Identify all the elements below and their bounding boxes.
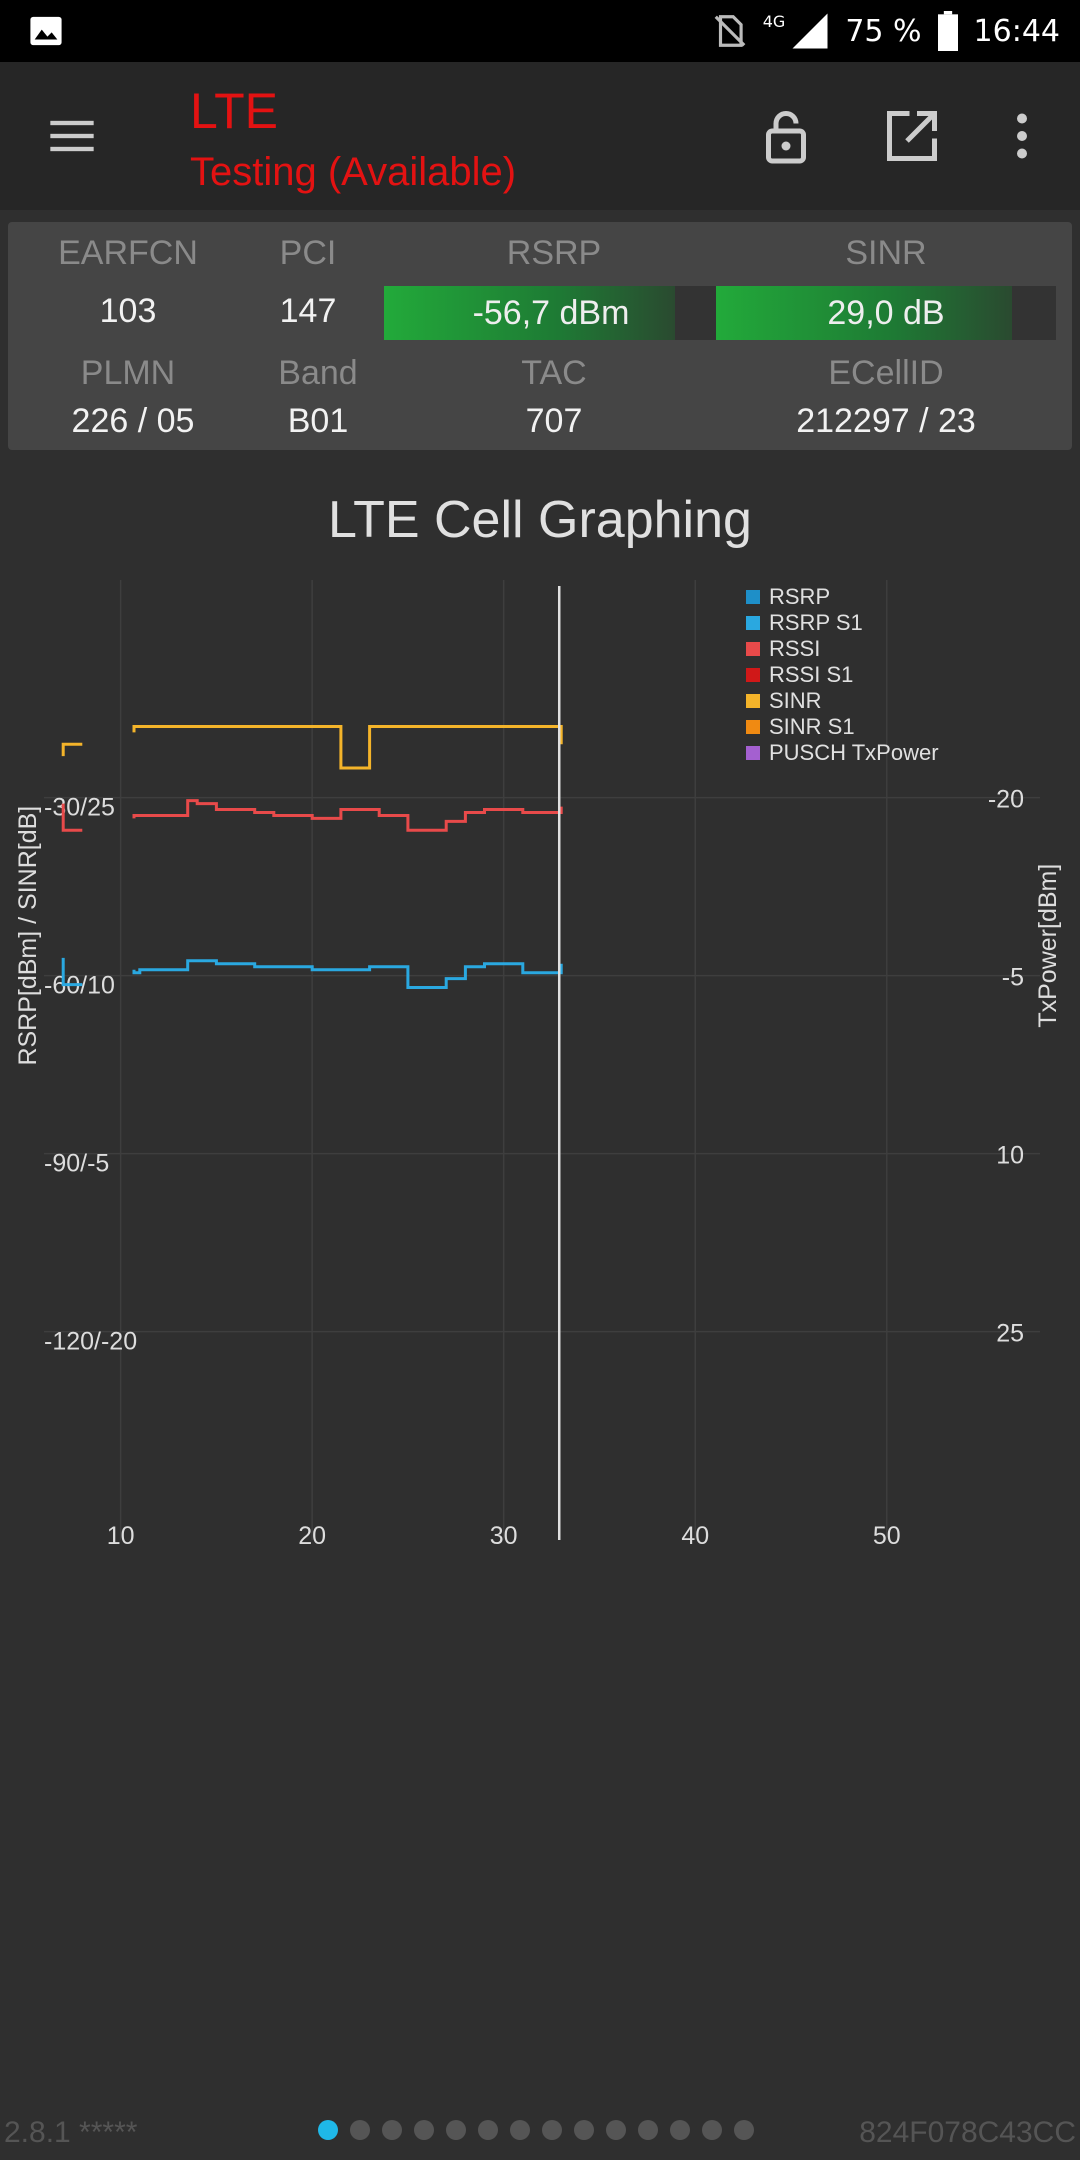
legend-label: RSSI <box>769 636 820 661</box>
clock: 16:44 <box>973 13 1060 49</box>
page-dot[interactable] <box>702 2120 722 2140</box>
legend-swatch <box>746 590 760 604</box>
legend-label: SINR <box>769 688 822 713</box>
legend-label: PUSCH TxPower <box>769 740 939 765</box>
ecellid-label: ECellID <box>828 354 944 392</box>
y-left-tick-label: -30/25 <box>44 794 115 822</box>
ecellid-value: 212297 / 23 <box>796 402 976 440</box>
legend-swatch <box>746 616 760 630</box>
chart-title: LTE Cell Graphing <box>328 491 752 549</box>
legend-swatch <box>746 668 760 682</box>
lock-open-icon[interactable] <box>756 106 816 166</box>
sinr-meter-fill <box>716 286 1012 340</box>
rsrp-label: RSRP <box>506 234 602 272</box>
y-right-axis-title: TxPower[dBm] <box>1034 864 1062 1028</box>
open-external-icon[interactable] <box>882 106 942 166</box>
legend-swatch <box>746 746 760 760</box>
tac-value: 707 <box>525 402 583 440</box>
no-sim-icon <box>714 15 746 47</box>
y-right-tick-label: -20 <box>988 786 1024 814</box>
y-right-tick-label: -5 <box>1002 964 1024 992</box>
series-line-rssi <box>61 799 563 832</box>
app-version: 2.8.1 ***** <box>4 2116 138 2149</box>
y-right-tick-label: 25 <box>996 1320 1024 1348</box>
sinr-meter: 29,0 dB <box>716 286 1056 340</box>
legend-swatch <box>746 642 760 656</box>
pci-label: PCI <box>279 234 337 272</box>
legend-label: RSRP <box>769 584 830 609</box>
page-dot[interactable] <box>606 2120 626 2140</box>
legend-label: SINR S1 <box>769 714 855 739</box>
plmn-label: PLMN <box>80 354 176 392</box>
y-left-tick-label: -90/-5 <box>44 1150 109 1178</box>
x-tick-label: 40 <box>681 1522 709 1550</box>
tac-label: TAC <box>521 354 587 392</box>
page-dot[interactable] <box>414 2120 434 2140</box>
y-right-tick-label: 10 <box>996 1142 1024 1170</box>
y-left-axis-title: RSRP[dBm] / SINR[dB] <box>14 806 42 1066</box>
plmn-value: 226 / 05 <box>71 402 195 440</box>
pci-value: 147 <box>279 292 337 330</box>
page-dot[interactable] <box>542 2120 562 2140</box>
battery-icon <box>937 11 958 51</box>
page-dot[interactable] <box>638 2120 658 2140</box>
more-vert-icon[interactable] <box>992 106 1052 166</box>
band-label: Band <box>278 354 358 392</box>
series-line-rsrp-s1 <box>61 957 563 989</box>
app-toolbar: LTE Testing (Available) <box>0 62 1080 210</box>
rsrp-value: -56,7 dBm <box>472 293 630 332</box>
page-dot[interactable] <box>478 2120 498 2140</box>
legend-label: RSSI S1 <box>769 662 853 687</box>
menu-icon[interactable] <box>44 110 100 162</box>
sinr-label: SINR <box>845 234 927 272</box>
page-dot[interactable] <box>350 2120 370 2140</box>
page-dot[interactable] <box>734 2120 754 2140</box>
app-title: LTE <box>190 83 278 139</box>
legend-swatch <box>746 720 760 734</box>
page-dot[interactable] <box>574 2120 594 2140</box>
page-dot[interactable] <box>510 2120 530 2140</box>
network-type: 4G <box>762 11 786 31</box>
cell-info-panel: EARFCN 103 PCI 147 RSRP -56,7 dBm SINR 2… <box>8 222 1072 450</box>
battery-percent: 75 % <box>845 13 922 49</box>
legend-label: RSRP S1 <box>769 610 863 635</box>
page-dot[interactable] <box>446 2120 466 2140</box>
page-dot[interactable] <box>318 2120 338 2140</box>
page-dot[interactable] <box>670 2120 690 2140</box>
rsrp-meter-fill <box>384 286 675 340</box>
sinr-value: 29,0 dB <box>827 293 945 332</box>
image-icon <box>30 16 62 46</box>
band-value: B01 <box>287 402 349 440</box>
x-tick-label: 50 <box>873 1522 901 1550</box>
signal-icon <box>792 13 828 49</box>
legend-swatch <box>746 694 760 708</box>
status-bar: 4G 75 % 16:44 <box>0 0 1080 62</box>
y-left-tick-label: -120/-20 <box>44 1328 137 1356</box>
app-subtitle: Testing (Available) <box>190 150 517 194</box>
x-tick-label: 30 <box>490 1522 518 1550</box>
device-id: 824F078C43CC <box>859 2116 1076 2149</box>
earfcn-value: 103 <box>99 292 157 330</box>
x-tick-label: 10 <box>107 1522 135 1550</box>
page-dot[interactable] <box>382 2120 402 2140</box>
earfcn-label: EARFCN <box>58 234 198 272</box>
rsrp-meter: -56,7 dBm <box>384 286 718 340</box>
x-tick-label: 20 <box>298 1522 326 1550</box>
page-indicator[interactable] <box>318 2120 754 2140</box>
series-line-sinr <box>61 725 563 770</box>
